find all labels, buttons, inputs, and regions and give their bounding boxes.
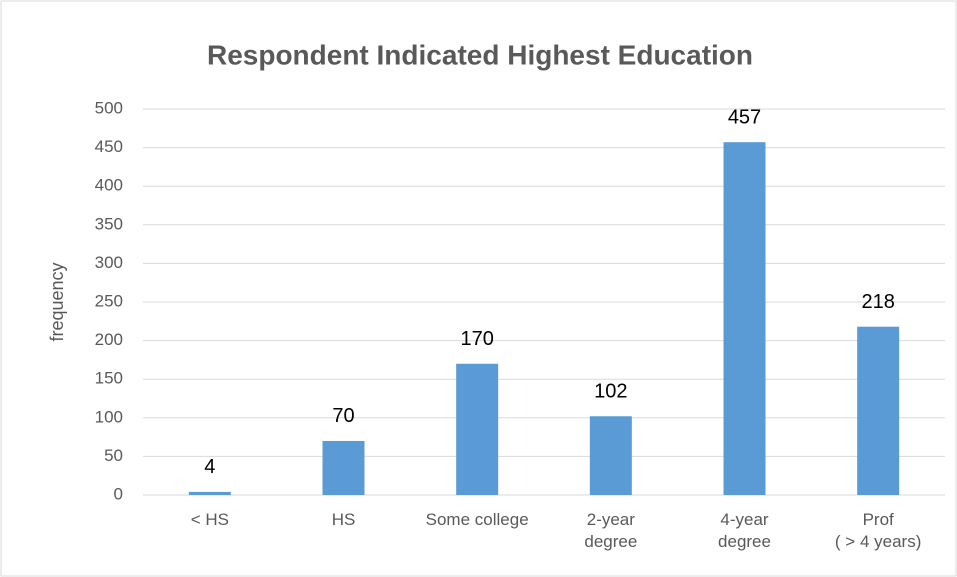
x-tick-label: HS	[331, 510, 356, 529]
bar	[857, 326, 900, 495]
data-label: 218	[861, 291, 894, 313]
data-label: 457	[728, 106, 761, 128]
bar	[188, 491, 231, 495]
x-tick-label: Some college	[425, 510, 529, 529]
y-tick-label: 0	[114, 484, 123, 503]
x-tick-label: < HS	[190, 510, 229, 529]
y-tick-label: 100	[95, 407, 123, 426]
x-tick-label: 4-year degree	[718, 510, 771, 551]
data-label: 70	[332, 405, 354, 427]
x-tick-label: Prof ( > 4 years)	[834, 510, 922, 551]
data-label: 4	[204, 456, 215, 478]
chart-title: Respondent Indicated Highest Education	[207, 39, 753, 70]
bar	[723, 142, 766, 496]
bar	[456, 363, 499, 495]
y-tick-label: 200	[95, 330, 123, 349]
data-label: 102	[594, 381, 627, 403]
y-axis-label: frequency	[47, 262, 67, 341]
y-tick-label: 500	[95, 98, 123, 117]
y-tick-label: 250	[95, 291, 123, 310]
bar	[589, 416, 632, 495]
y-tick-label: 350	[95, 214, 123, 233]
y-tick-label: 300	[95, 253, 123, 272]
y-tick-label: 400	[95, 176, 123, 195]
y-tick-label: 150	[95, 369, 123, 388]
bar	[322, 440, 365, 495]
x-tick-label: 2-year degree	[584, 510, 638, 551]
y-tick-label: 50	[104, 446, 123, 465]
y-tick-label: 450	[95, 137, 123, 156]
data-label: 170	[460, 328, 493, 350]
